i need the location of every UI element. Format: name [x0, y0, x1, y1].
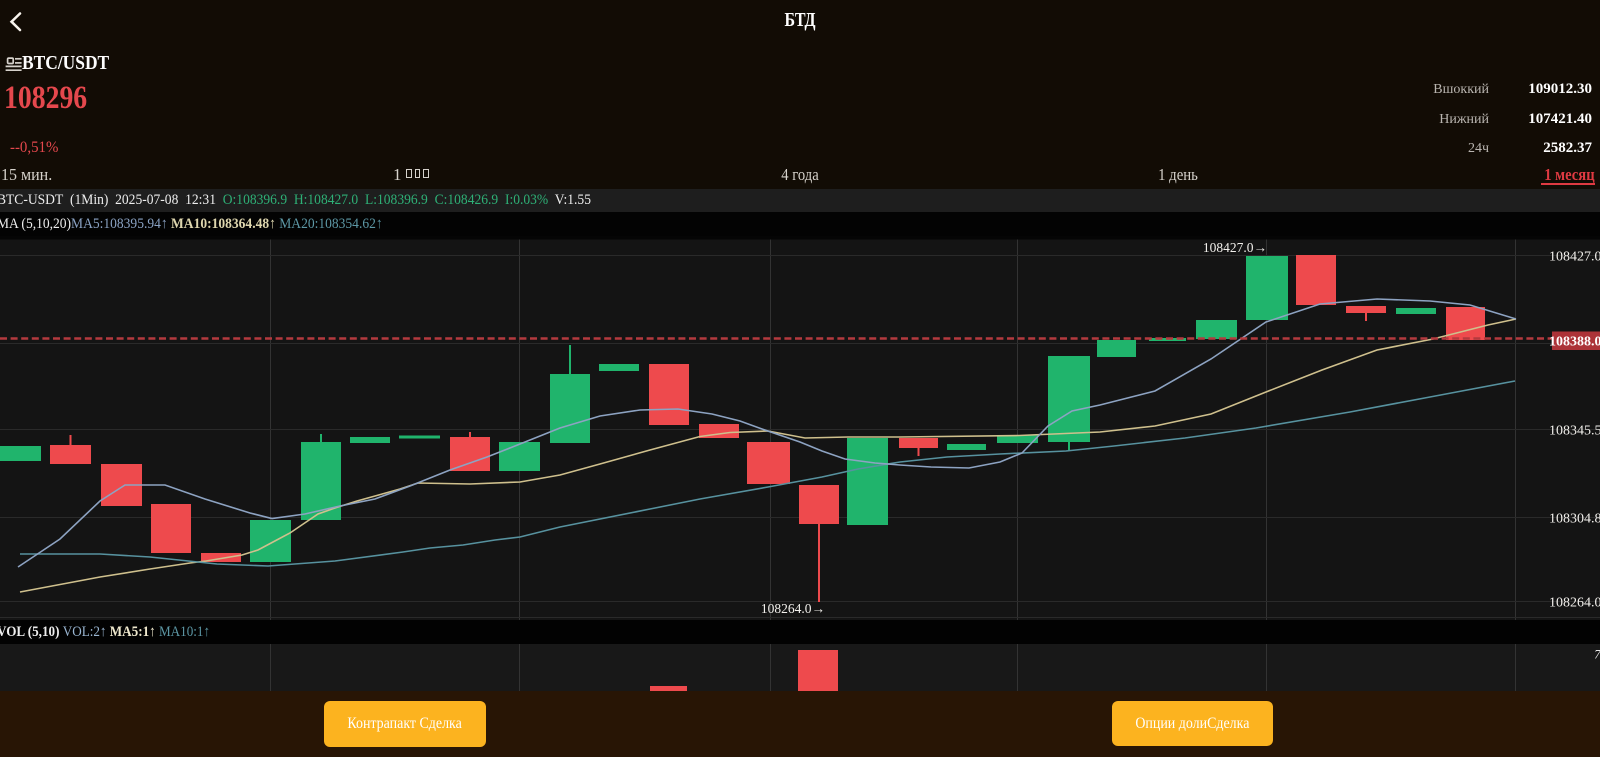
- svg-text:108264.0: 108264.0: [1549, 596, 1600, 611]
- svg-text:108388.0: 108388.0: [1549, 335, 1600, 350]
- svg-text:108427.0→: 108427.0→: [1203, 240, 1267, 255]
- svg-text:108304.8: 108304.8: [1549, 512, 1600, 527]
- svg-text:108345.5: 108345.5: [1549, 424, 1600, 439]
- svg-text:108264.0→: 108264.0→: [761, 601, 825, 616]
- svg-text:7: 7: [1594, 648, 1600, 662]
- svg-text:108427.0: 108427.0: [1549, 250, 1600, 265]
